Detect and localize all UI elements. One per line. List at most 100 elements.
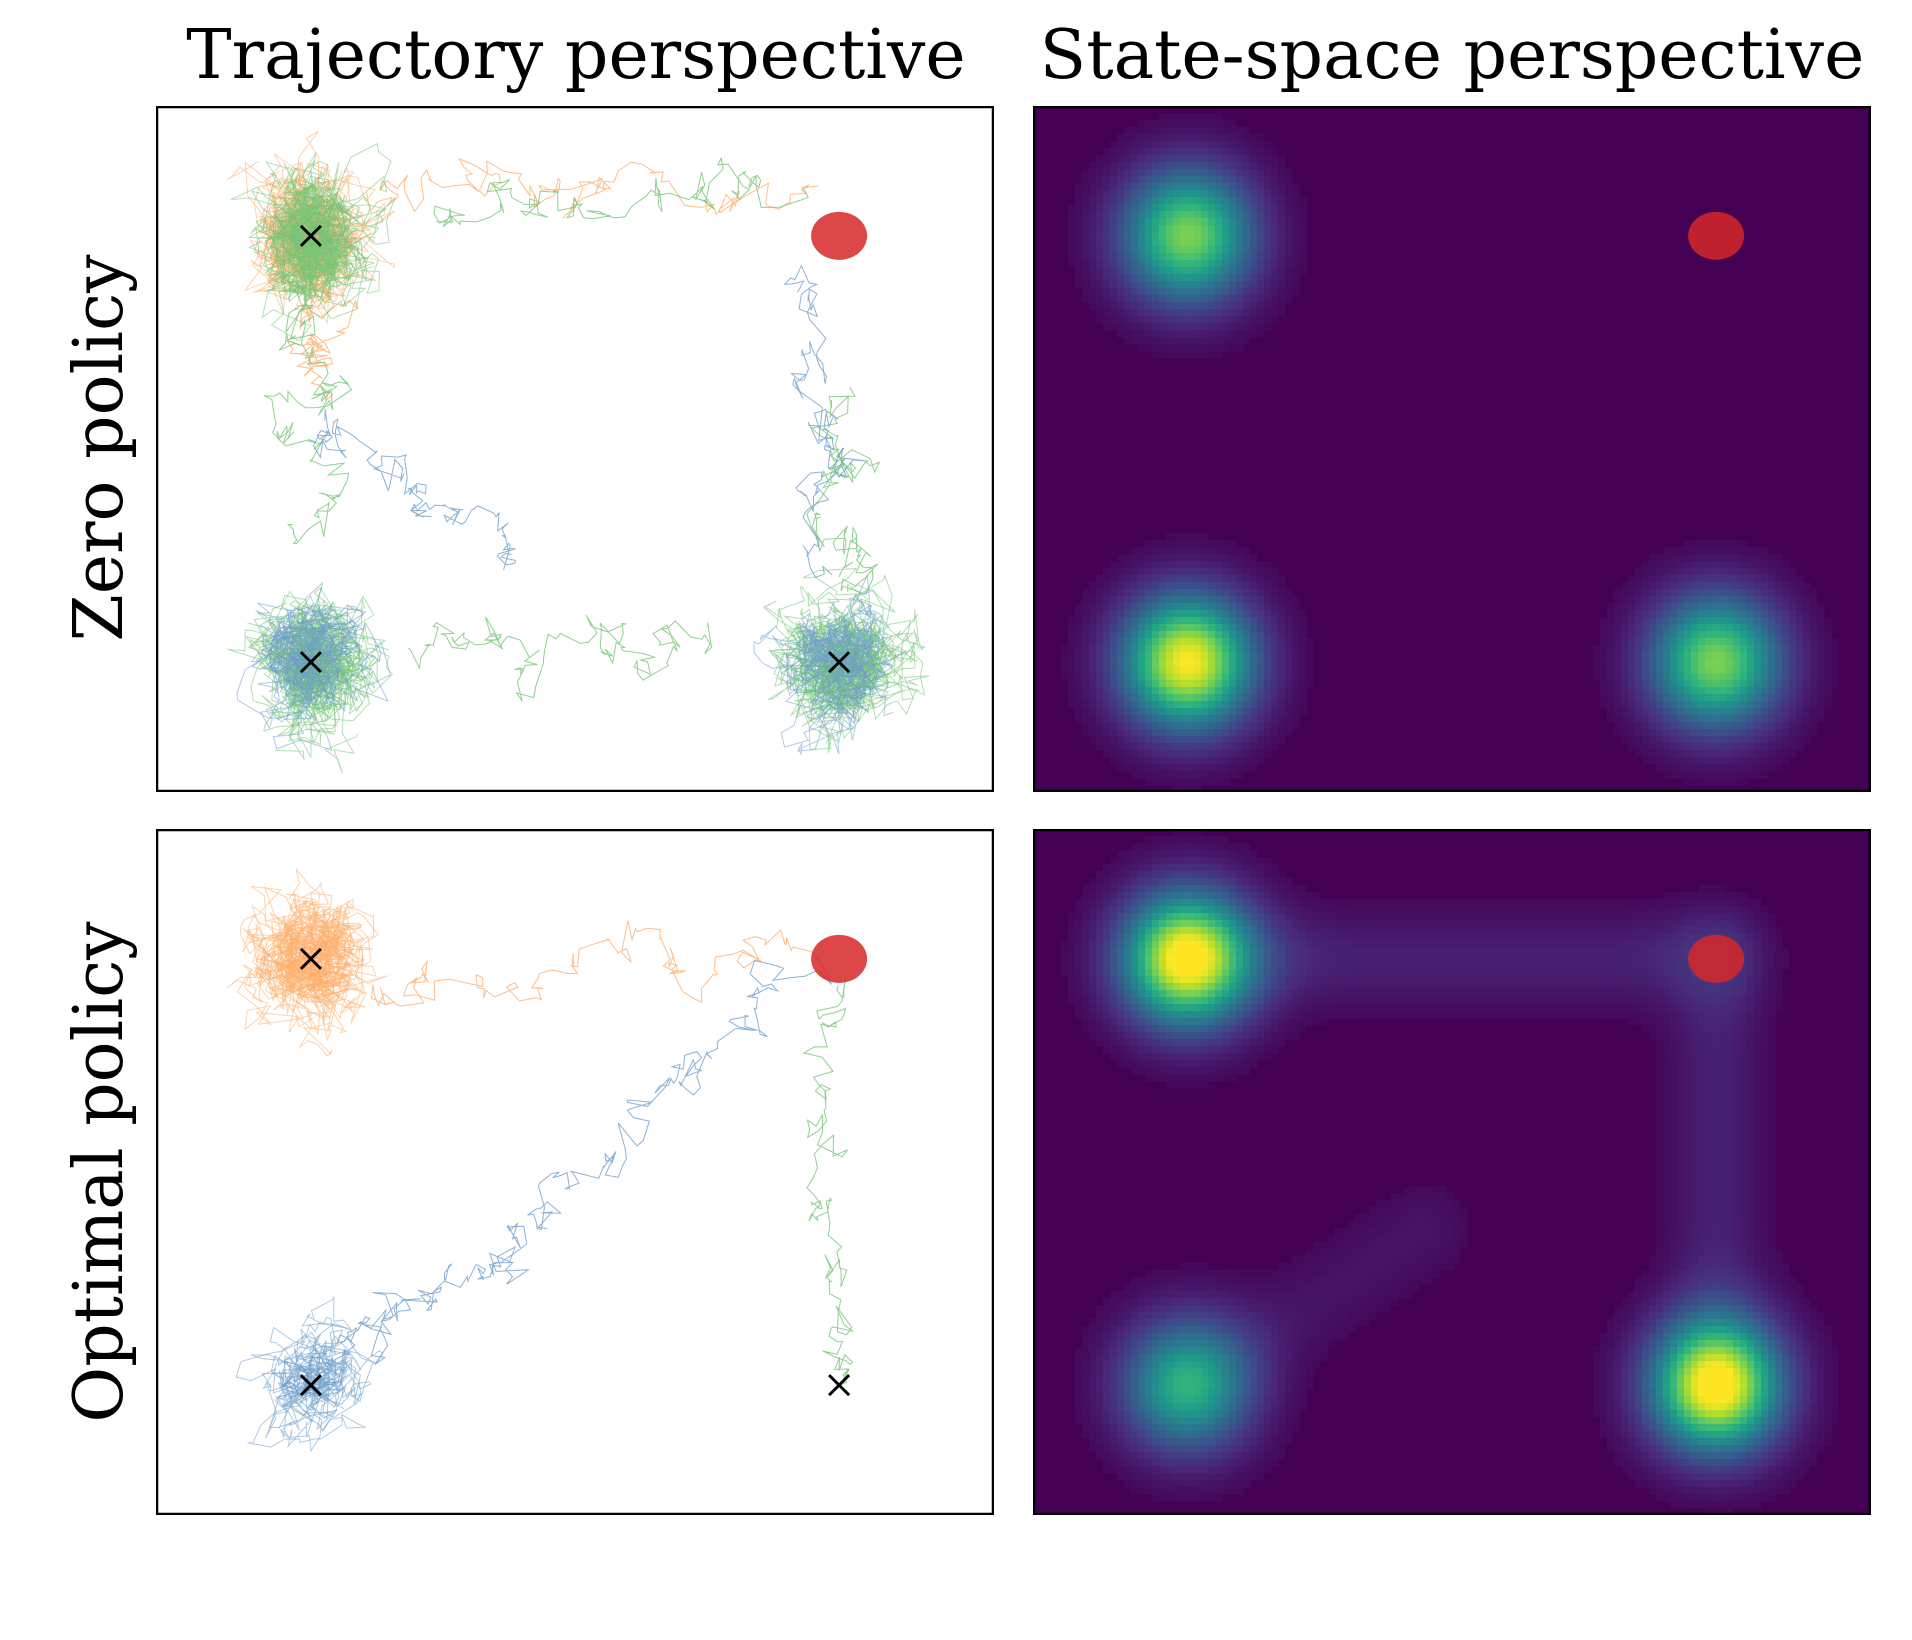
heat-cell: [1530, 990, 1538, 998]
heat-cell: [1173, 267, 1181, 275]
heat-cell: [1670, 596, 1678, 604]
heat-cell: [1194, 582, 1202, 590]
heat-cell: [1222, 955, 1230, 963]
heat-cell: [1768, 913, 1776, 921]
heat-cell: [1551, 969, 1559, 977]
heat-cell: [1593, 659, 1601, 667]
heat-cell: [1285, 176, 1293, 184]
heat-cell: [1712, 729, 1720, 737]
heat-cell: [1383, 983, 1391, 991]
heat-cell: [1201, 864, 1209, 872]
heat-cell: [1096, 302, 1104, 310]
heat-cell: [1733, 659, 1741, 667]
heat-cell: [1257, 596, 1265, 604]
heat-cell: [1831, 652, 1839, 660]
heat-cell: [1131, 190, 1139, 198]
heat-cell: [1397, 927, 1405, 935]
heat-cell: [1236, 337, 1244, 345]
heat-cell: [1754, 680, 1762, 688]
heat-cell: [1215, 764, 1223, 772]
heat-cell: [1691, 624, 1699, 632]
heat-cell: [1733, 920, 1741, 928]
heat-cell: [1628, 743, 1636, 751]
heat-cell: [1082, 295, 1090, 303]
heat-cell: [1180, 246, 1188, 254]
heat-cell: [1131, 743, 1139, 751]
heat-cell: [1096, 211, 1104, 219]
heat-cell: [1264, 197, 1272, 205]
heat-cell: [1257, 141, 1265, 149]
heat-cell: [1607, 913, 1615, 921]
heat-cell: [1215, 176, 1223, 184]
heat-cell: [1642, 983, 1650, 991]
heat-cell: [1215, 750, 1223, 758]
heat-cell: [1754, 610, 1762, 618]
heat-cell: [1292, 190, 1300, 198]
heat-cell: [1187, 120, 1195, 128]
heat-cell: [1775, 715, 1783, 723]
heat-cell: [1698, 568, 1706, 576]
heat-cell: [1600, 941, 1608, 949]
heat-cell: [1600, 624, 1608, 632]
heat-cell: [1159, 892, 1167, 900]
heat-cell: [1593, 906, 1601, 914]
heat-cell: [1362, 962, 1370, 970]
heat-cell: [1173, 829, 1181, 837]
heat-cell: [1250, 645, 1258, 653]
heat-cell: [1474, 941, 1482, 949]
heat-cell: [1285, 969, 1293, 977]
heat-cell: [1642, 680, 1650, 688]
heat-cell: [1117, 631, 1125, 639]
start-x-marker: [299, 1374, 322, 1397]
heat-cell: [1593, 920, 1601, 928]
heat-cell: [1453, 913, 1461, 921]
heat-cell: [1194, 955, 1202, 963]
heat-cell: [1208, 323, 1216, 331]
heat-cell: [1166, 162, 1174, 170]
heat-cell: [1558, 948, 1566, 956]
heat-cell: [1257, 134, 1265, 142]
heat-cell: [1747, 941, 1755, 949]
heat-cell: [1418, 1004, 1426, 1012]
heat-cell: [1621, 955, 1629, 963]
heat-cell: [1488, 948, 1496, 956]
heat-cell: [1215, 302, 1223, 310]
heat-cell: [1446, 913, 1454, 921]
heat-cell: [1285, 715, 1293, 723]
heat-cell: [1285, 680, 1293, 688]
heat-cell: [1768, 757, 1776, 765]
heat-cell: [1474, 913, 1482, 921]
heat-cell: [1761, 771, 1769, 779]
heat-cell: [1257, 920, 1265, 928]
heat-cell: [1691, 631, 1699, 639]
heat-cell: [1705, 610, 1713, 618]
heat-cell: [1096, 666, 1104, 674]
heat-cell: [1159, 211, 1167, 219]
heat-cell: [1236, 673, 1244, 681]
heat-cell: [1418, 927, 1426, 935]
heat-cell: [1362, 983, 1370, 991]
heat-cell: [1278, 920, 1286, 928]
heat-cell: [1355, 955, 1363, 963]
heat-cell: [1397, 899, 1405, 907]
heat-cell: [1173, 253, 1181, 261]
heat-cell: [1103, 239, 1111, 247]
heat-cell: [1215, 906, 1223, 914]
heat-cell: [1698, 743, 1706, 751]
heat-cell: [1733, 596, 1741, 604]
heat-cell: [1166, 589, 1174, 597]
heat-cell: [1187, 673, 1195, 681]
heat-cell: [1201, 547, 1209, 555]
heat-cell: [1257, 281, 1265, 289]
heat-cell: [1089, 694, 1097, 702]
heat-cell: [1733, 990, 1741, 998]
heat-cell: [1705, 659, 1713, 667]
heat-cell: [1124, 997, 1132, 1005]
heat-cell: [1516, 997, 1524, 1005]
heat-cell: [1096, 976, 1104, 984]
heat-cell: [1166, 750, 1174, 758]
heat-cell: [1740, 659, 1748, 667]
heat-cell: [1537, 955, 1545, 963]
heat-cell: [1166, 892, 1174, 900]
heat-cell: [1747, 561, 1755, 569]
